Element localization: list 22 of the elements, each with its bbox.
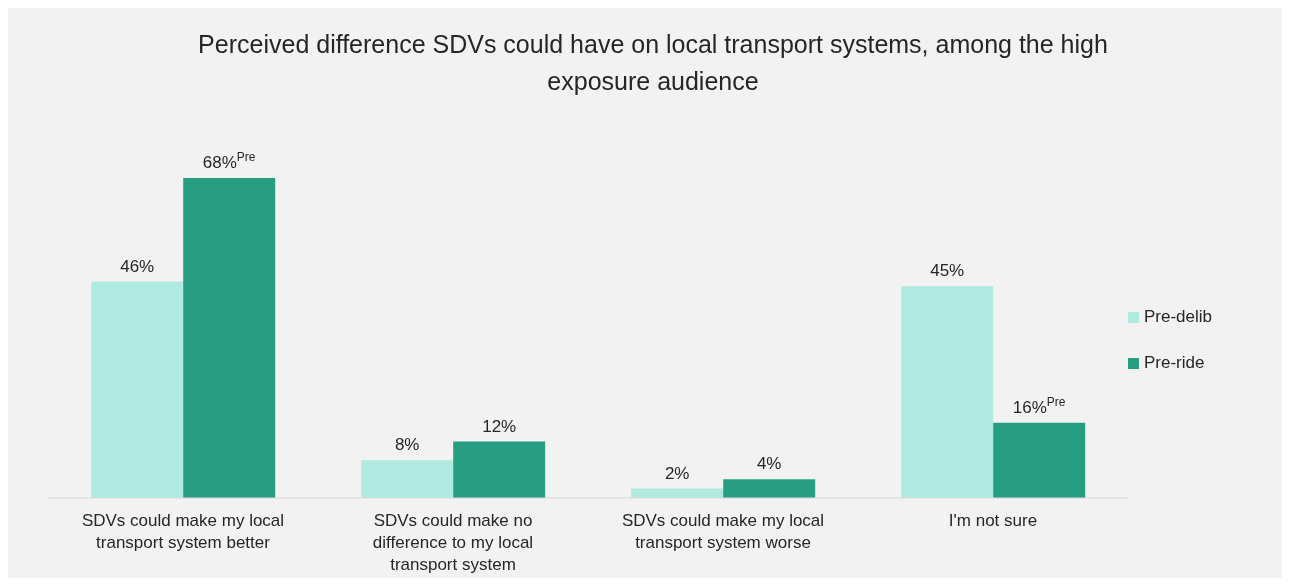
legend-label: Pre-delib	[1144, 307, 1213, 327]
x-tick-label: I'm not sure	[948, 511, 1038, 530]
x-tick-label: SDVs could make no difference to my local transport system	[372, 511, 534, 574]
data-label: 68%$^{Pre}$	[202, 150, 256, 172]
bar	[993, 422, 1086, 498]
data-label: 2%	[664, 463, 690, 483]
bar	[183, 178, 276, 498]
x-tick-label: SDVs could make my local transport system worse	[621, 511, 825, 552]
data-label: 16%$^{Pre}$	[1012, 394, 1066, 417]
bar	[453, 441, 546, 498]
x-tick-label: SDVs could make my local transport system better	[81, 511, 285, 552]
data-label: 45%	[930, 261, 965, 281]
data-label: 4%	[756, 454, 782, 474]
bar	[723, 479, 816, 498]
legend-label: Pre-ride	[1144, 353, 1205, 373]
data-label: 46%	[120, 256, 155, 276]
bar	[901, 286, 994, 498]
data-label: 8%	[394, 435, 420, 455]
data-label: 12%	[482, 416, 517, 436]
chart-title: Perceived difference SDVs could have on local transport systems, among the high exposure audience	[197, 29, 1109, 97]
bar	[361, 460, 454, 498]
bar	[91, 281, 184, 498]
